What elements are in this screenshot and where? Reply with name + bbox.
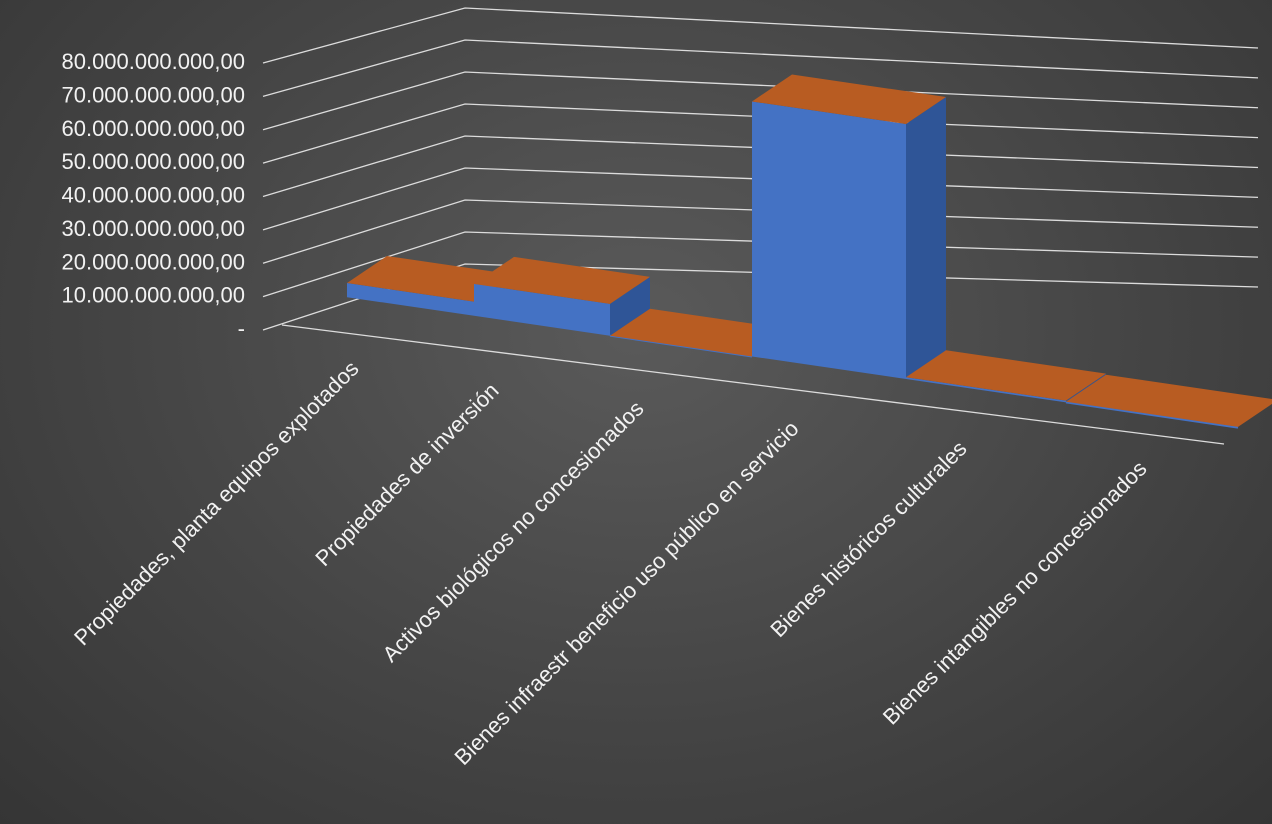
floor-front-edge [281, 324, 1225, 445]
x-category-label: Propiedades de inversión [310, 378, 503, 571]
gridline [262, 39, 1259, 98]
bar-front-face [906, 377, 1066, 403]
y-tick-label: 70.000.000.000,00 [61, 82, 245, 107]
gridline [262, 231, 1259, 298]
gridline [262, 135, 1259, 198]
x-category-label: Bienes infraestr beneficio uso público e… [449, 416, 803, 770]
bar-top-face [610, 308, 792, 357]
gridline [262, 167, 1259, 231]
x-category-label: Propiedades, planta equipos explotados [69, 356, 363, 650]
bar [906, 350, 1106, 403]
y-tick-label: 60.000.000.000,00 [61, 116, 245, 141]
y-tick-label: 80.000.000.000,00 [61, 49, 245, 74]
bar [1065, 374, 1272, 429]
bar-top-face [347, 256, 514, 302]
gridlines [262, 7, 1259, 445]
gridline [262, 71, 1259, 131]
bar [609, 308, 792, 358]
bar-top-face [474, 256, 650, 304]
bar-top-face [752, 74, 946, 125]
y-axis-tick-labels: - 10.000.000.000,00 20.000.000.000,00 30.00… [61, 49, 245, 341]
y-tick-label: 40.000.000.000,00 [61, 183, 245, 208]
bar-front-edge [1065, 401, 1239, 429]
y-tick-label: 20.000.000.000,00 [61, 249, 245, 274]
bar-top-face [906, 350, 1106, 401]
x-category-label: Bienes históricos culturales [765, 436, 971, 642]
bar [752, 74, 946, 380]
y-tick-label: 50.000.000.000,00 [61, 149, 245, 174]
gridline [262, 199, 1259, 264]
gridline [262, 103, 1259, 164]
bar-top-face [1066, 374, 1272, 427]
bar-front-face [752, 101, 906, 380]
bar-front-face [474, 283, 610, 336]
y-tick-label: 30.000.000.000,00 [61, 216, 245, 241]
bar [474, 256, 650, 336]
y-tick-label: 10.000.000.000,00 [61, 283, 245, 308]
gridline [262, 7, 1259, 64]
x-axis-category-labels: Propiedades, planta equipos explotadosPr… [69, 356, 1151, 770]
bar-side-face [610, 276, 650, 336]
bar-side-face [906, 97, 946, 380]
gridline [262, 263, 1259, 331]
y-tick-label: - [238, 316, 245, 341]
bar-front-face [347, 283, 474, 316]
bars [347, 74, 1272, 429]
